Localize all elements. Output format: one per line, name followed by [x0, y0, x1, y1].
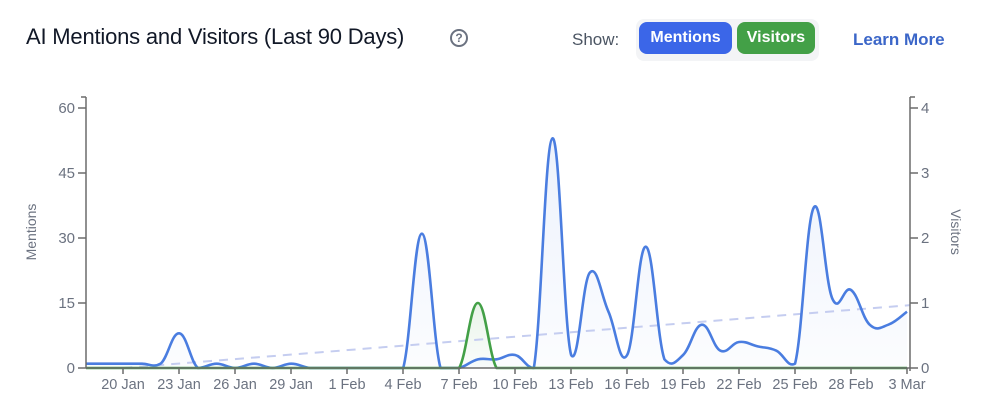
right-y-tick-label: 2: [921, 230, 929, 247]
chart-axes: 0 15 30 45 60 0 1 2 3 4 20 Jan 23 Jan 26 Jan 29 Jan 1 …: [58, 96, 929, 393]
x-tick-label: 29 Jan: [269, 377, 313, 393]
x-tick-label: 16 Feb: [604, 377, 649, 393]
x-tick-label: 19 Feb: [660, 377, 705, 393]
left-y-tick-label: 30: [58, 230, 75, 247]
x-tick-label: 1 Feb: [328, 377, 365, 393]
mentions-trend-line: [123, 304, 911, 369]
learn-more-link[interactable]: Learn More: [853, 30, 945, 49]
right-y-tick-label: 1: [921, 295, 929, 312]
chart-title: AI Mentions and Visitors (Last 90 Days): [26, 24, 405, 49]
x-tick-label: 4 Feb: [384, 377, 421, 393]
x-tick-label: 23 Jan: [157, 377, 201, 393]
mentions-toggle-button[interactable]: Mentions: [639, 22, 732, 54]
x-tick-label: 26 Jan: [213, 377, 257, 393]
chart-header: AI Mentions and Visitors (Last 90 Days) …: [0, 0, 988, 80]
y-axis-label-visitors: Visitors: [948, 209, 964, 255]
x-tick-label: 7 Feb: [440, 377, 477, 393]
left-y-tick-label: 0: [67, 360, 75, 377]
right-y-tick-label: 0: [921, 360, 929, 377]
x-tick-label: 22 Feb: [716, 377, 761, 393]
right-y-tick-label: 4: [921, 100, 929, 117]
x-tick-label: 28 Feb: [828, 377, 873, 393]
right-y-tick-label: 3: [921, 165, 929, 182]
x-tick-label: 20 Jan: [101, 377, 145, 393]
x-tick-label: 3 Mar: [888, 377, 925, 393]
x-tick-label: 10 Feb: [492, 377, 537, 393]
x-tick-label: 25 Feb: [772, 377, 817, 393]
mentions-area-fill: [86, 138, 907, 368]
visitors-toggle-button[interactable]: Visitors: [737, 22, 815, 54]
question-circle-icon[interactable]: ?: [450, 29, 468, 47]
mentions-line[interactable]: [86, 137, 908, 370]
y-axis-label-mentions: Mentions: [23, 204, 39, 261]
left-y-tick-label: 15: [58, 295, 75, 312]
x-tick-label: 13 Feb: [548, 377, 593, 393]
left-y-tick-label: 60: [58, 100, 75, 117]
show-label: Show:: [572, 30, 620, 49]
left-y-tick-label: 45: [58, 165, 75, 182]
series-fill-areas: [86, 138, 907, 368]
series-toggle-group: Mentions Visitors: [636, 19, 819, 61]
